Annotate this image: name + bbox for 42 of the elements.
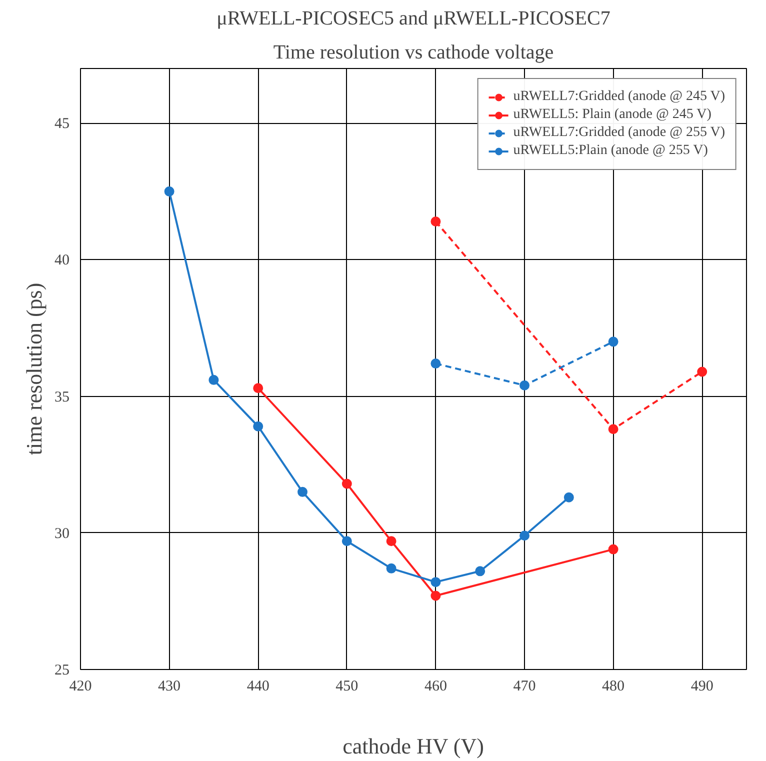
chart-title: μRWELL-PICOSEC5 and μRWELL-PICOSEC7 bbox=[216, 8, 610, 30]
x-tick-label: 430 bbox=[158, 678, 181, 694]
legend-label: uRWELL5: Plain (anode @ 245 V) bbox=[513, 107, 712, 123]
x-tick-label: 440 bbox=[246, 678, 270, 694]
point bbox=[253, 421, 264, 432]
y-tick-label: 25 bbox=[54, 662, 70, 678]
x-tick-label: 450 bbox=[336, 678, 358, 694]
point bbox=[608, 424, 618, 434]
x-axis-title: cathode HV (V) bbox=[342, 734, 484, 758]
point bbox=[342, 536, 352, 546]
chart-subtitle: Time resolution vs cathode voltage bbox=[273, 42, 554, 64]
point bbox=[430, 216, 441, 226]
point bbox=[564, 492, 574, 502]
point bbox=[164, 186, 174, 196]
point bbox=[386, 536, 396, 546]
x-tick-label: 490 bbox=[690, 678, 714, 694]
y-tick-label: 40 bbox=[54, 252, 70, 269]
x-tick-label: 460 bbox=[424, 678, 447, 694]
point bbox=[430, 590, 441, 601]
x-tick-label: 470 bbox=[513, 678, 536, 694]
y-axis-title: time resolution (ps) bbox=[22, 282, 46, 456]
legend-label: uRWELL7:Gridded (anode @ 245 V) bbox=[513, 89, 725, 105]
point bbox=[342, 478, 352, 489]
y-tick-label: 35 bbox=[54, 389, 70, 406]
point bbox=[430, 577, 441, 588]
point bbox=[208, 374, 219, 385]
x-tick-label: 420 bbox=[69, 678, 92, 694]
y-tick-label: 45 bbox=[54, 116, 70, 132]
legend-label: uRWELL5:Plain (anode @ 255 V) bbox=[513, 143, 708, 159]
point bbox=[253, 383, 264, 394]
point bbox=[386, 563, 396, 574]
point bbox=[298, 486, 308, 497]
point bbox=[430, 358, 441, 369]
point bbox=[520, 380, 530, 390]
point bbox=[697, 366, 708, 377]
x-tick-label: 480 bbox=[602, 678, 625, 694]
point bbox=[475, 566, 486, 576]
legend-label: uRWELL7:Gridded (anode @ 255 V) bbox=[513, 125, 725, 141]
point bbox=[520, 530, 530, 541]
point bbox=[608, 336, 618, 347]
point bbox=[608, 544, 618, 554]
y-tick-label: 30 bbox=[54, 526, 70, 542]
